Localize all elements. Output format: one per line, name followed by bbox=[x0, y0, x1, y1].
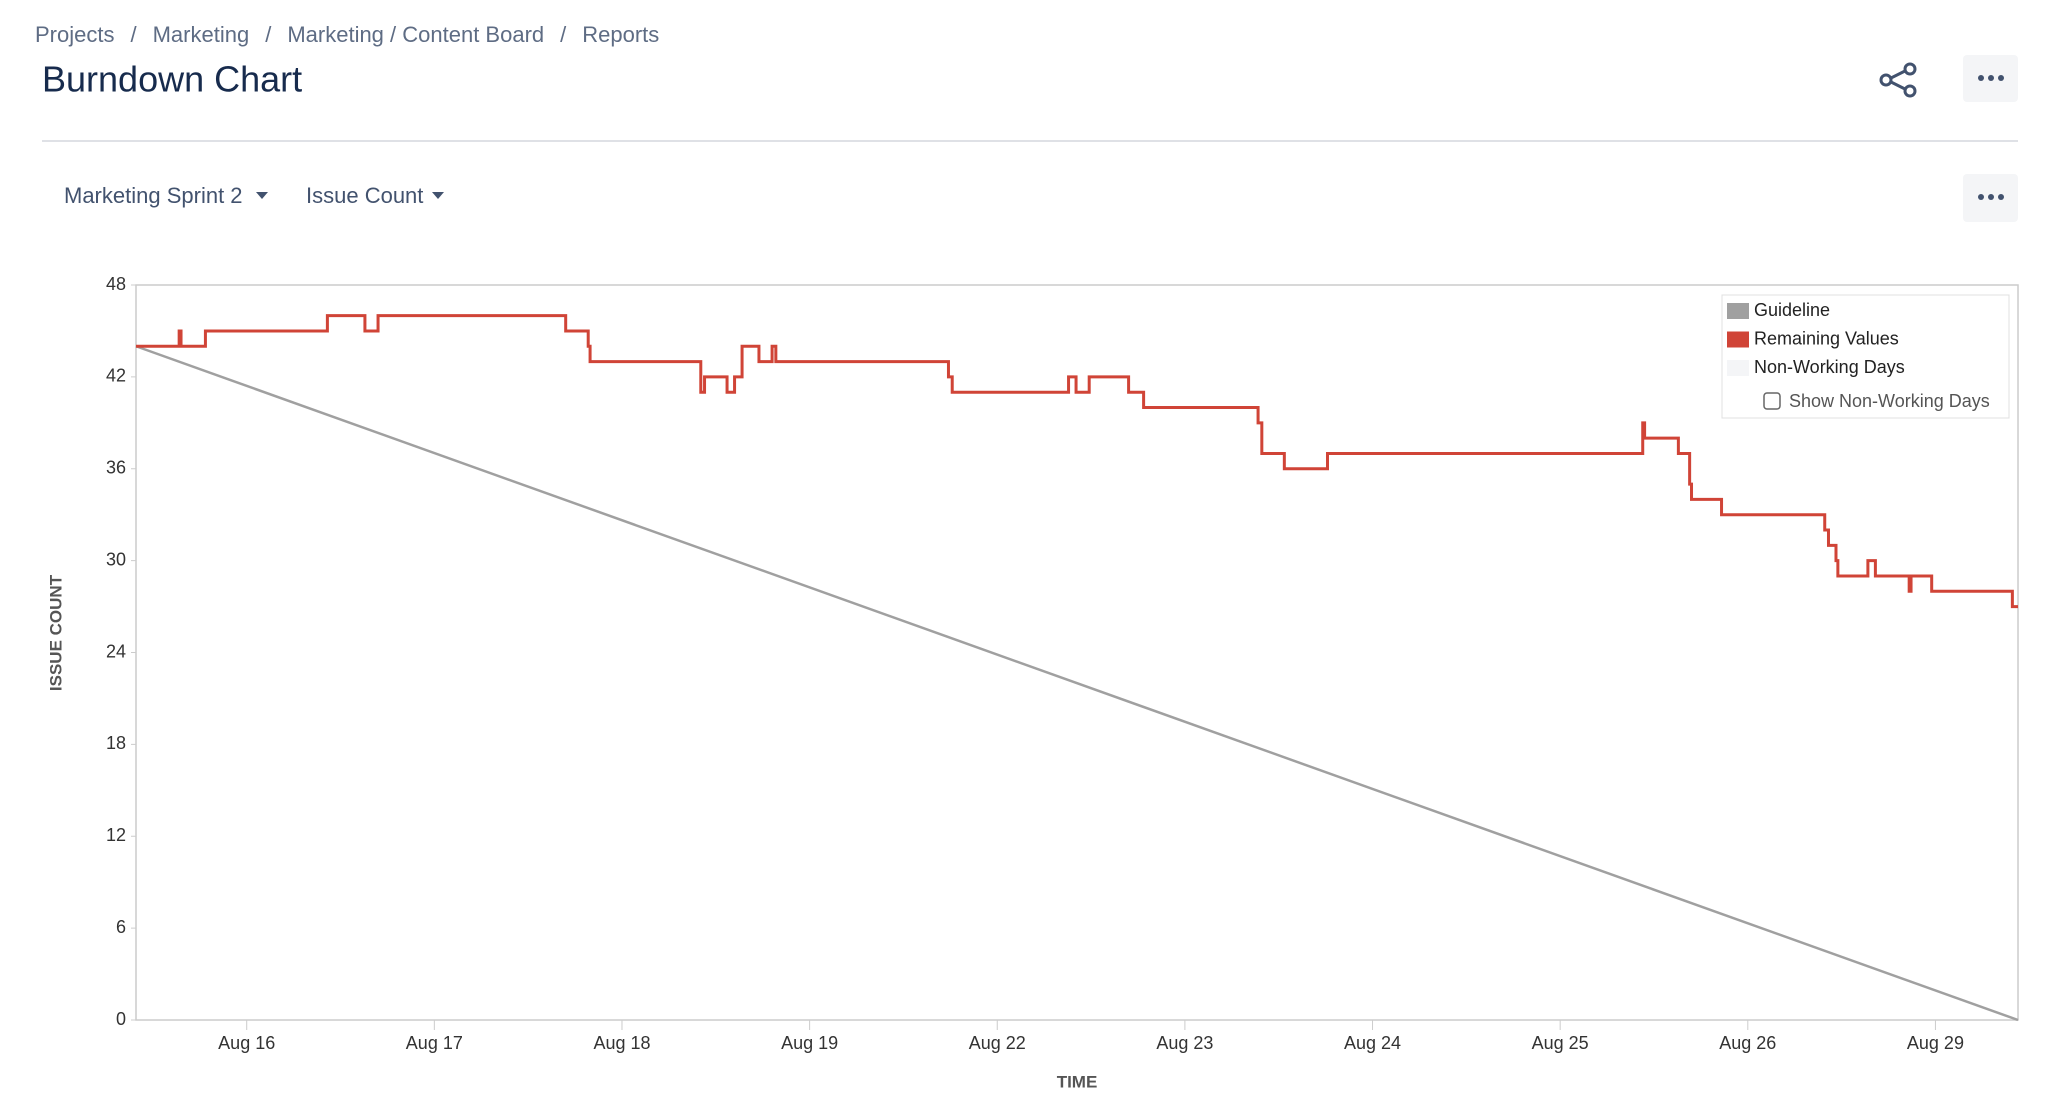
y-tick-label: 24 bbox=[106, 641, 126, 661]
x-tick-label: Aug 16 bbox=[218, 1033, 275, 1053]
y-tick-label: 18 bbox=[106, 733, 126, 753]
sprint-dropdown[interactable]: Marketing Sprint 2 bbox=[64, 183, 268, 208]
breadcrumb-link[interactable]: Reports bbox=[582, 22, 659, 47]
breadcrumb-separator: / bbox=[130, 22, 137, 47]
legend-label: Non-Working Days bbox=[1754, 357, 1905, 377]
x-axis-label: TIME bbox=[1057, 1072, 1098, 1091]
page-title: Burndown Chart bbox=[42, 59, 302, 100]
y-tick-label: 12 bbox=[106, 825, 126, 845]
metric-dropdown[interactable]: Issue Count bbox=[306, 183, 444, 208]
breadcrumb-separator: / bbox=[265, 22, 272, 47]
x-tick-label: Aug 24 bbox=[1344, 1033, 1401, 1053]
breadcrumb-link[interactable]: Marketing / Content Board bbox=[287, 22, 544, 47]
more-button[interactable] bbox=[1963, 55, 2018, 102]
breadcrumb-link[interactable]: Projects bbox=[35, 22, 114, 47]
x-tick-label: Aug 18 bbox=[593, 1033, 650, 1053]
legend-swatch bbox=[1727, 303, 1749, 319]
x-tick-label: Aug 19 bbox=[781, 1033, 838, 1053]
x-tick-label: Aug 29 bbox=[1907, 1033, 1964, 1053]
y-axis-label: ISSUE COUNT bbox=[46, 574, 65, 691]
y-tick-label: 48 bbox=[106, 274, 126, 294]
y-tick-label: 0 bbox=[116, 1009, 126, 1029]
legend-swatch bbox=[1727, 331, 1749, 348]
x-tick-label: Aug 23 bbox=[1156, 1033, 1213, 1053]
checkbox-label[interactable]: Show Non-Working Days bbox=[1789, 391, 1990, 411]
y-tick-label: 30 bbox=[106, 549, 126, 569]
x-tick-label: Aug 25 bbox=[1532, 1033, 1589, 1053]
sprint-label[interactable]: Marketing Sprint 2 bbox=[64, 183, 243, 208]
y-tick-label: 36 bbox=[106, 458, 126, 478]
y-tick-label: 6 bbox=[116, 917, 126, 937]
plot-area bbox=[135, 284, 2019, 1021]
breadcrumb-separator: / bbox=[560, 22, 567, 47]
checkbox[interactable] bbox=[1763, 392, 1781, 410]
share-button[interactable] bbox=[1879, 62, 1917, 98]
legend-label: Guideline bbox=[1754, 300, 1830, 320]
x-tick-label: Aug 26 bbox=[1719, 1033, 1776, 1053]
metric-label[interactable]: Issue Count bbox=[306, 183, 423, 208]
series-line bbox=[136, 314, 2018, 609]
chart-more-button[interactable] bbox=[1963, 174, 2018, 222]
y-tick-label: 42 bbox=[106, 366, 126, 386]
series-line bbox=[135, 345, 2019, 1022]
legend-swatch bbox=[1727, 360, 1749, 376]
x-tick-label: Aug 22 bbox=[969, 1033, 1026, 1053]
breadcrumb-link[interactable]: Marketing bbox=[153, 22, 250, 47]
x-tick-label: Aug 17 bbox=[406, 1033, 463, 1053]
legend-label: Remaining Values bbox=[1754, 328, 1899, 348]
